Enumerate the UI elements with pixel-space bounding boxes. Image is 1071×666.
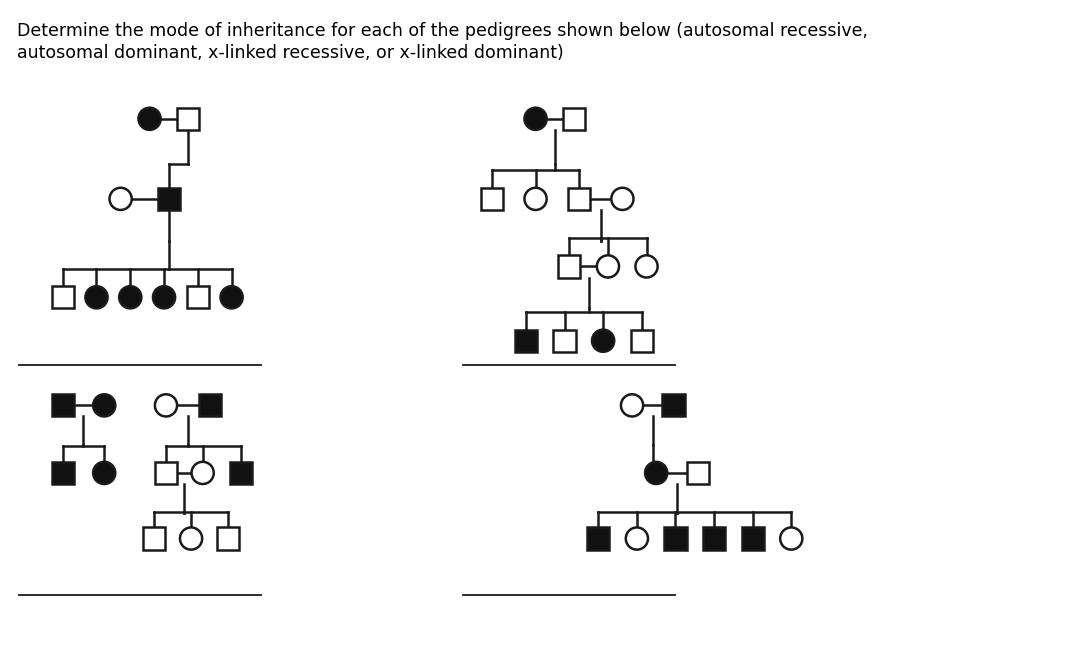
Bar: [687, 462, 709, 484]
Bar: [587, 527, 609, 549]
Bar: [554, 330, 575, 352]
Bar: [216, 527, 239, 549]
Bar: [481, 188, 503, 210]
Bar: [664, 527, 687, 549]
Bar: [568, 188, 590, 210]
Circle shape: [645, 462, 667, 484]
Circle shape: [221, 286, 243, 308]
Bar: [515, 330, 537, 352]
Bar: [144, 527, 166, 549]
Circle shape: [621, 394, 644, 416]
Bar: [663, 394, 684, 416]
Bar: [741, 527, 764, 549]
Circle shape: [597, 255, 619, 278]
Bar: [631, 330, 653, 352]
Circle shape: [592, 330, 614, 352]
Circle shape: [780, 527, 802, 549]
Text: autosomal dominant, x-linked recessive, or x-linked dominant): autosomal dominant, x-linked recessive, …: [17, 45, 564, 63]
Bar: [199, 394, 222, 416]
Bar: [558, 255, 580, 278]
Circle shape: [612, 188, 634, 210]
Circle shape: [93, 394, 116, 416]
Circle shape: [192, 462, 214, 484]
Circle shape: [155, 394, 177, 416]
Circle shape: [109, 188, 132, 210]
Bar: [157, 188, 180, 210]
Bar: [177, 108, 199, 130]
Text: Determine the mode of inheritance for each of the pedigrees shown below (autosom: Determine the mode of inheritance for ea…: [17, 22, 869, 40]
Circle shape: [525, 188, 546, 210]
Circle shape: [180, 527, 202, 549]
Circle shape: [93, 462, 116, 484]
Circle shape: [635, 255, 658, 278]
Circle shape: [86, 286, 107, 308]
Circle shape: [119, 286, 141, 308]
Bar: [51, 394, 74, 416]
Circle shape: [625, 527, 648, 549]
Bar: [51, 286, 74, 308]
Bar: [186, 286, 209, 308]
Bar: [563, 108, 585, 130]
Bar: [155, 462, 177, 484]
Circle shape: [153, 286, 176, 308]
Circle shape: [138, 108, 161, 130]
Circle shape: [525, 108, 546, 130]
Bar: [51, 462, 74, 484]
Bar: [703, 527, 725, 549]
Bar: [230, 462, 253, 484]
